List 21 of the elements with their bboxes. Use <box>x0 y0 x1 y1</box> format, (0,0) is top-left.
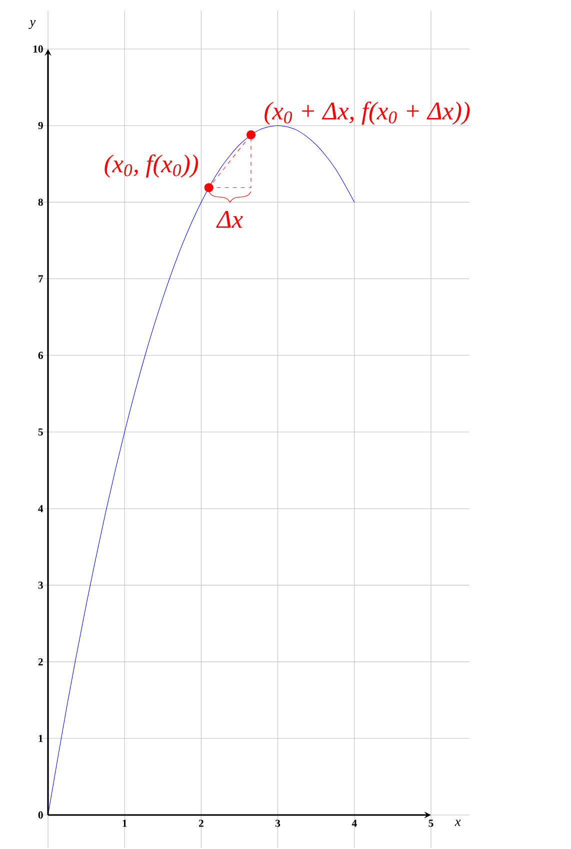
y-tick-label: 9 <box>38 122 43 130</box>
x-tick-label: 5 <box>428 820 434 827</box>
x-tick-label: 4 <box>352 820 357 827</box>
y-tick-label: 6 <box>38 352 43 359</box>
x-axis-title: x <box>454 820 461 826</box>
y-tick-label: 8 <box>38 198 43 206</box>
y-tick-label: 2 <box>38 658 43 666</box>
annotation: (x$_{0}$ + Δx, f(x$_{0}$ + Δx)) <box>264 102 470 125</box>
y-tick-label: 4 <box>38 505 44 512</box>
y-tick-label: 1 <box>38 734 43 742</box>
y-tick-label: 5 <box>38 428 43 436</box>
y-axis-title: y <box>28 20 36 29</box>
y-tick-label: 0 <box>38 811 43 819</box>
x-tick-label: 1 <box>122 820 127 827</box>
y-tick-label: 7 <box>38 275 44 282</box>
y-tick-label: 3 <box>38 582 43 589</box>
x-tick-label: 3 <box>276 820 280 827</box>
x-tick-label: 2 <box>198 820 204 827</box>
annotation: Δx <box>216 211 243 228</box>
annotation: (x$_{0}$, f(x$_{0}$)) <box>104 154 198 178</box>
y-tick-label: 10 <box>33 45 43 53</box>
